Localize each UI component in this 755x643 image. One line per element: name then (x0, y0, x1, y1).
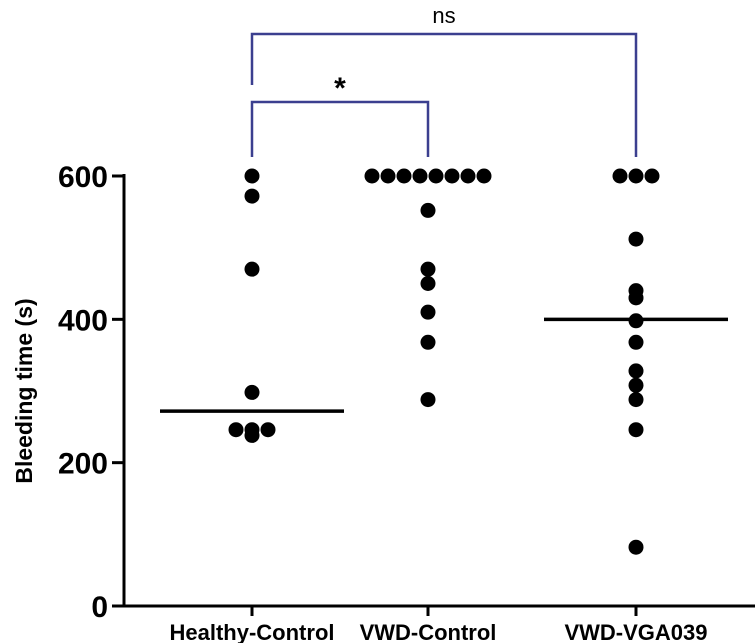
data-point (380, 168, 396, 184)
data-point (428, 168, 444, 184)
data-point (628, 392, 644, 408)
x-tick-label: VWD-Control (360, 620, 497, 643)
data-point (644, 168, 660, 184)
data-point (612, 168, 628, 184)
data-point (396, 168, 412, 184)
data-point (628, 363, 644, 379)
x-tick-label: VWD-VGA039 (564, 620, 707, 643)
data-point (412, 168, 428, 184)
data-point (444, 168, 460, 184)
data-point (420, 304, 436, 320)
data-point (364, 168, 380, 184)
y-axis-title: Bleeding time (s) (11, 298, 37, 483)
y-axis-title-group: Bleeding time (s) (11, 298, 37, 483)
data-point (628, 422, 644, 438)
data-point (244, 168, 260, 184)
significance-label: * (334, 72, 346, 105)
significance-brackets: * ns (250, 3, 638, 157)
data-point (244, 384, 260, 400)
data-point (628, 377, 644, 393)
data-point (244, 427, 260, 443)
data-point (420, 276, 436, 291)
data-point (460, 168, 476, 184)
y-tick-label: 600 (58, 161, 108, 194)
data-point (420, 334, 436, 350)
significance-bracket (250, 100, 430, 157)
data-point (420, 261, 436, 277)
data-point (628, 168, 644, 184)
data-points (228, 168, 660, 555)
data-point (476, 168, 492, 184)
y-tick-label: 400 (58, 304, 108, 337)
x-tick-label: Healthy-Control (170, 620, 335, 643)
data-point (420, 392, 436, 408)
data-point (628, 231, 644, 247)
median-lines (160, 317, 728, 413)
axes: 0 200 400 600 Healthy-Control VWD-Control VWD-… (58, 161, 755, 643)
data-point (628, 334, 644, 350)
data-point (260, 422, 276, 438)
significance-bracket (250, 32, 638, 157)
y-tick-label: 200 (58, 448, 108, 481)
data-point (228, 422, 244, 438)
significance-label: ns (432, 3, 455, 28)
y-tick-label: 0 (91, 591, 108, 624)
data-point (420, 202, 436, 218)
data-point (628, 290, 644, 306)
data-point (244, 188, 260, 204)
data-point (628, 539, 644, 555)
data-point (244, 261, 260, 277)
